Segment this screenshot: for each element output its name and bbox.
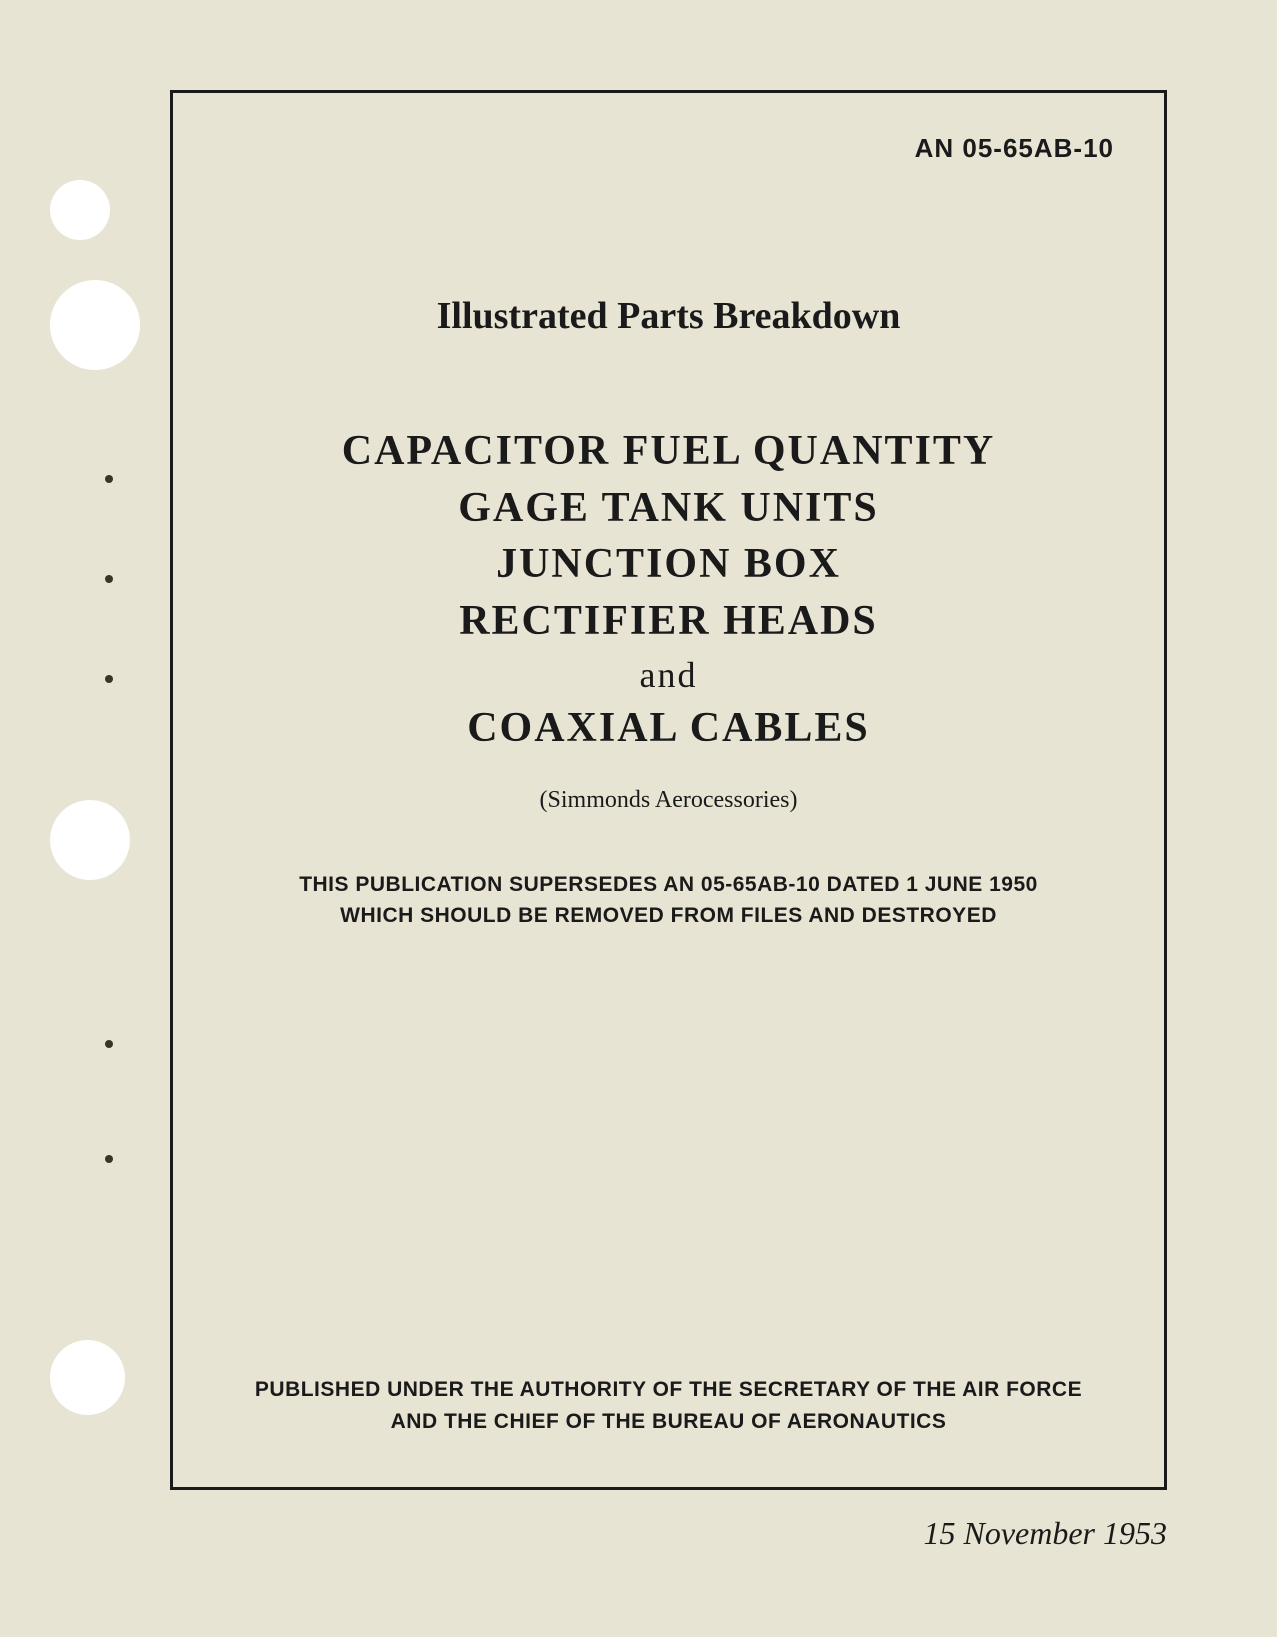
main-title: CAPACITOR FUEL QUANTITY GAGE TANK UNITS … <box>223 423 1114 757</box>
punch-hole <box>50 180 110 240</box>
supersedes-notice: THIS PUBLICATION SUPERSEDES AN 05-65AB-1… <box>223 869 1114 932</box>
document-subtitle: Illustrated Parts Breakdown <box>223 294 1114 338</box>
authority-statement: PUBLISHED UNDER THE AUTHORITY OF THE SEC… <box>223 1374 1114 1437</box>
authority-line-2: AND THE CHIEF OF THE BUREAU OF AERONAUTI… <box>223 1406 1114 1438</box>
punch-hole <box>50 800 130 880</box>
edge-mark <box>105 1155 113 1163</box>
edge-mark <box>105 675 113 683</box>
title-line-2: GAGE TANK UNITS <box>223 480 1114 537</box>
title-line-4: RECTIFIER HEADS <box>223 593 1114 650</box>
edge-mark <box>105 575 113 583</box>
publication-date: 15 November 1953 <box>170 1515 1167 1552</box>
edge-mark <box>105 475 113 483</box>
document-number: AN 05-65AB-10 <box>223 133 1114 164</box>
manufacturer: (Simmonds Aerocessories) <box>223 787 1114 814</box>
document-frame: AN 05-65AB-10 Illustrated Parts Breakdow… <box>170 90 1167 1490</box>
authority-line-1: PUBLISHED UNDER THE AUTHORITY OF THE SEC… <box>223 1374 1114 1406</box>
supersedes-line-2: WHICH SHOULD BE REMOVED FROM FILES AND D… <box>223 900 1114 932</box>
spacer <box>223 932 1114 1374</box>
title-line-1: CAPACITOR FUEL QUANTITY <box>223 423 1114 480</box>
title-line-and: and <box>223 650 1114 700</box>
punch-hole <box>50 1340 125 1415</box>
edge-mark <box>105 1040 113 1048</box>
title-line-3: JUNCTION BOX <box>223 536 1114 593</box>
punch-hole <box>50 280 140 370</box>
title-line-6: COAXIAL CABLES <box>223 700 1114 757</box>
supersedes-line-1: THIS PUBLICATION SUPERSEDES AN 05-65AB-1… <box>223 869 1114 901</box>
